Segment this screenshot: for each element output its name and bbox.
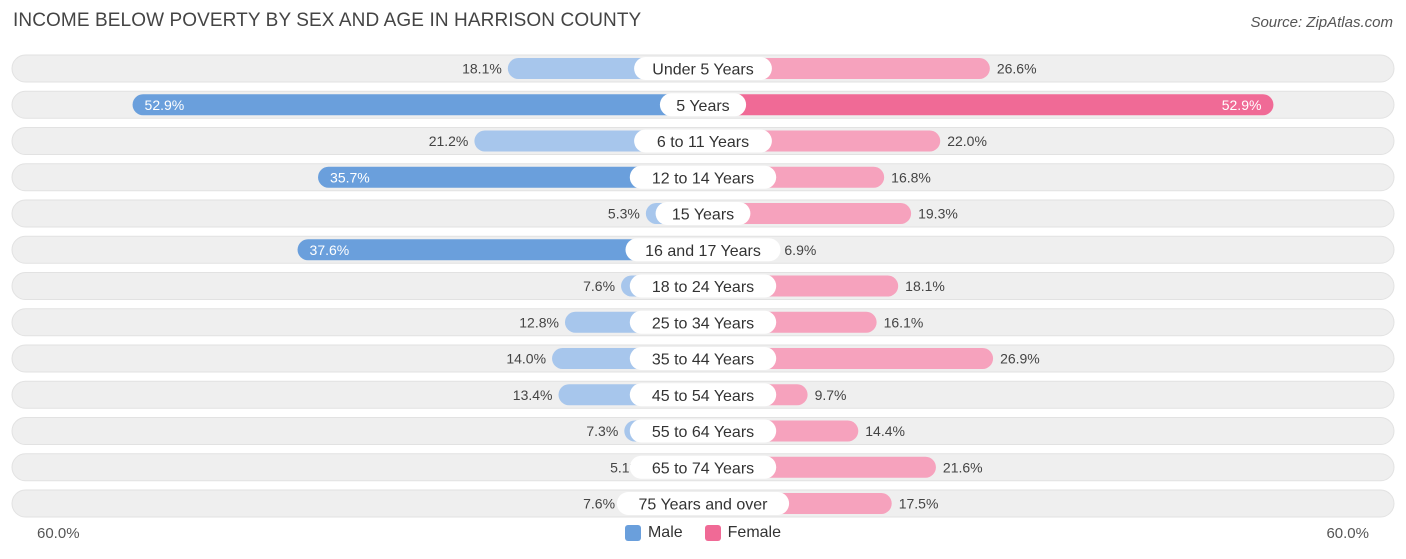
value-label-male: 5.3% [608,206,640,222]
value-label-male: 7.3% [586,423,618,439]
value-label-male: 7.6% [583,278,615,294]
category-label: 6 to 11 Years [657,134,749,151]
value-label-female: 14.4% [865,423,905,439]
value-label-male: 18.1% [462,61,502,77]
category-pill [655,202,751,225]
bar-male [297,239,703,261]
category-label: 55 to 64 Years [652,424,754,441]
category-pill [659,93,747,117]
bar-female [703,348,994,369]
value-label-male: 12.8% [519,314,559,330]
legend-item-male[interactable]: Male [624,524,683,542]
category-label: 12 to 14 Years [652,170,754,187]
category-pill [629,310,777,334]
value-label-female: 26.6% [997,61,1037,77]
value-label-female: 52.9% [1222,97,1262,113]
category-label: 5 Years [676,98,729,115]
bar-male [132,94,704,116]
category-label: 25 to 34 Years [652,315,754,332]
category-label: 65 to 74 Years [652,460,754,477]
value-label-female: 9.7% [815,387,847,403]
legend-item-female[interactable]: Female [704,524,782,542]
category-pill [625,238,781,262]
value-label-male: 13.4% [513,387,553,403]
category-label: 15 Years [672,207,734,224]
axis-left-label: 60.0% [37,525,80,542]
diverging-bar-chart: 18.1% 26.6% Under 5 Years 52.9% 52.9% 5 Years… [11,54,1395,518]
value-label-female: 17.5% [899,496,939,512]
value-label-male: 52.9% [145,97,185,113]
chart-title: INCOME BELOW POVERTY BY SEX AND AGE IN H… [13,10,642,31]
value-label-male: 35.7% [330,169,370,185]
category-label: Under 5 Years [652,62,753,79]
value-label-female: 19.3% [918,206,958,222]
legend-swatch-female [704,525,721,541]
category-pill [629,419,777,443]
legend-label-male: Male [647,524,683,541]
category-pill [629,383,777,407]
category-pill [629,455,777,479]
legend-swatch-male [624,525,641,541]
value-label-female: 6.9% [784,242,816,258]
category-pill [629,347,777,370]
bar-female [703,58,990,79]
bar-female [703,203,912,224]
value-label-female: 16.1% [884,314,924,330]
value-label-female: 16.8% [891,169,931,185]
value-label-female: 18.1% [905,278,945,294]
value-label-male: 7.6% [583,496,615,512]
legend: Male Female [0,524,1406,542]
bar-male [318,166,703,188]
value-label-male: 37.6% [310,242,350,258]
category-label: 35 to 44 Years [652,352,754,369]
category-label: 75 Years and over [639,497,769,514]
axis-right-label: 60.0% [1326,525,1369,542]
value-label-female: 21.6% [943,459,983,475]
category-pill [629,274,777,298]
value-label-female: 22.0% [947,133,987,149]
category-label: 45 to 54 Years [652,388,754,405]
category-label: 18 to 24 Years [652,279,754,296]
bar-female [703,94,1274,116]
source-credit: Source: ZipAtlas.com [1250,14,1393,31]
value-label-female: 26.9% [1000,351,1040,367]
value-label-male: 14.0% [506,351,546,367]
category-label: 16 and 17 Years [645,243,761,260]
category-pill [634,57,772,80]
value-label-male: 21.2% [429,133,469,149]
legend-label-female: Female [727,524,782,541]
category-pill [634,129,772,153]
category-pill [629,165,777,189]
category-pill [616,492,790,515]
